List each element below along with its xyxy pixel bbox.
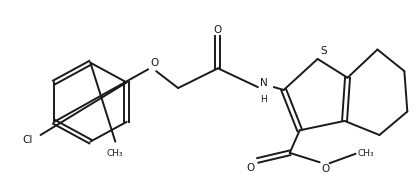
Text: CH₃: CH₃	[107, 149, 123, 158]
Text: O: O	[214, 25, 222, 34]
Text: Cl: Cl	[23, 135, 33, 145]
Text: N: N	[260, 78, 268, 88]
Text: CH₃: CH₃	[357, 149, 374, 158]
Text: O: O	[322, 164, 330, 174]
Text: H: H	[260, 95, 266, 104]
Text: S: S	[321, 46, 327, 56]
Text: O: O	[150, 58, 158, 68]
Text: O: O	[246, 163, 255, 173]
